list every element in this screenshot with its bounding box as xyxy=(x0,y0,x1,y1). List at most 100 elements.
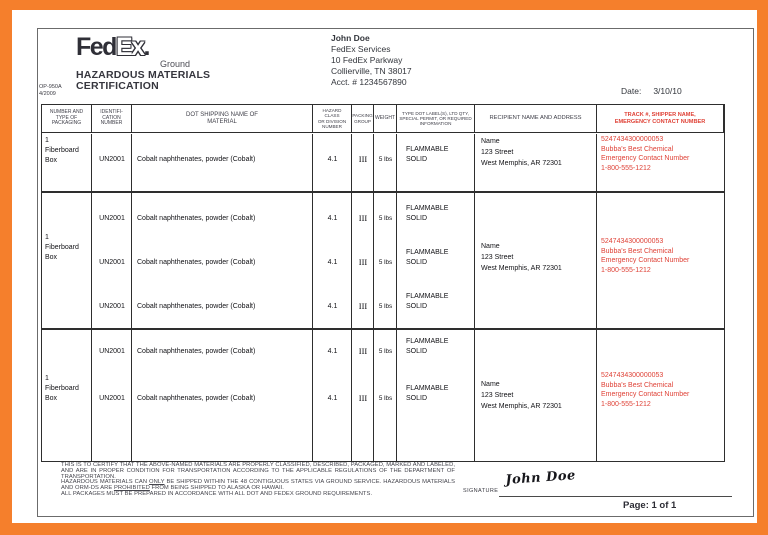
packaging-description: 1 Fiberboard Box xyxy=(45,234,79,261)
logo-fed: Fed xyxy=(76,33,117,61)
column-divider xyxy=(91,330,92,461)
certification-text: THIS IS TO CERTIFY THAT THE ABOVE-NAMED … xyxy=(61,462,456,498)
identification-number: UN2001 xyxy=(99,303,125,310)
tracking-info: 5247434300000053 Bubba's Best Chemical Eme… xyxy=(601,372,690,408)
shipper-block: John Doe FedEx Services 10 FedEx Parkway Co… xyxy=(331,33,412,88)
hazard-class: 4.1 xyxy=(327,215,338,222)
logo-subtitle: Ground xyxy=(159,59,190,69)
identification-number: UN2001 xyxy=(99,259,125,266)
signature-line xyxy=(499,496,732,497)
shipper-address-line: 10 FedEx Parkway xyxy=(331,55,403,65)
header-packing-group: PACKING GROUP xyxy=(352,105,374,133)
weight-value: 5 lbs xyxy=(378,215,393,222)
header-tracking: TRACK #, SHIPPER NAME, EMERGENCY CONTACT … xyxy=(597,105,724,133)
column-divider xyxy=(474,193,475,328)
column-divider xyxy=(351,134,352,191)
column-divider xyxy=(131,193,132,328)
recipient-address: Name 123 Street West Memphis, AR 72301 xyxy=(481,138,562,167)
column-divider xyxy=(396,193,397,328)
header-recipient: RECIPIENT NAME AND ADDRESS xyxy=(475,105,597,133)
certification-paragraph: THIS IS TO CERTIFY THAT THE ABOVE-NAMED … xyxy=(61,462,455,480)
material-name: Cobalt naphthenates, powder (Cobalt) xyxy=(137,395,256,402)
dot-label-text: FLAMMABLE SOLID xyxy=(406,338,449,355)
header-packaging: NUMBER AND TYPE OF PACKAGING xyxy=(42,105,92,133)
dot-label-text: FLAMMABLE SOLID xyxy=(406,293,449,310)
date-value: 3/10/10 xyxy=(653,86,682,96)
column-divider xyxy=(596,134,597,191)
column-divider xyxy=(91,193,92,328)
dot-label-text: FLAMMABLE SOLID xyxy=(406,146,449,163)
shipper-address-line: Collierville, TN 38017 xyxy=(331,66,412,76)
certification-paragraph: ALL PACKAGES MUST BE PREPARED IN ACCORDA… xyxy=(61,490,373,497)
column-divider xyxy=(131,330,132,461)
recipient-address: Name 123 Street West Memphis, AR 72301 xyxy=(481,243,562,272)
tracking-info: 5247434300000053 Bubba's Best Chemical Eme… xyxy=(601,136,690,172)
signature-label: SIGNATURE xyxy=(463,488,499,494)
table-row-group: 1 Fiberboard Box Name 123 Street West Memphis… xyxy=(42,328,724,461)
form-code: OP-950A 4/2009 xyxy=(39,84,62,98)
shipper-address-line: Acct. # 1234567890 xyxy=(331,77,407,87)
certification-paragraph: HAZARDOUS MATERIALS CAN ONLY BE SHIPPED … xyxy=(61,479,456,492)
packaging-description: 1 Fiberboard Box xyxy=(45,137,79,164)
hazard-class: 4.1 xyxy=(327,259,338,266)
header-id-number: IDENTIFI- CATION NUMBER xyxy=(92,105,132,133)
header-weight: WEIGHT xyxy=(374,105,397,133)
signature-handwritten: John Doe xyxy=(504,468,577,488)
packing-group: III xyxy=(358,301,368,311)
dot-label-text: FLAMMABLE SOLID xyxy=(406,385,449,402)
identification-number: UN2001 xyxy=(99,215,125,222)
date-line: Date: 3/10/10 xyxy=(621,86,682,96)
column-divider xyxy=(373,193,374,328)
logo-dot: . xyxy=(143,33,151,61)
column-divider xyxy=(351,193,352,328)
column-divider xyxy=(131,134,132,191)
packaging-description: 1 Fiberboard Box xyxy=(45,375,79,402)
material-name: Cobalt naphthenates, powder (Cobalt) xyxy=(137,259,256,266)
logo-ex: Ex xyxy=(115,33,145,61)
hazard-class: 4.1 xyxy=(327,395,338,402)
weight-value: 5 lbs xyxy=(378,395,393,402)
packing-group: III xyxy=(358,213,368,223)
hazmat-table: NUMBER AND TYPE OF PACKAGING IDENTIFI- CATIO… xyxy=(41,104,725,462)
header-hazard-class: HAZARD CLASS OR DIVISION NUMBER xyxy=(313,105,352,133)
identification-number: UN2001 xyxy=(99,156,125,163)
column-divider xyxy=(91,134,92,191)
dot-label-text: FLAMMABLE SOLID xyxy=(406,249,449,266)
column-divider xyxy=(396,134,397,191)
hazard-class: 4.1 xyxy=(327,156,338,163)
shipper-name: John Doe xyxy=(331,33,370,43)
table-row-group: 1 Fiberboard Box Name 123 Street West Memphis… xyxy=(42,191,724,328)
column-divider xyxy=(396,330,397,461)
column-divider xyxy=(474,330,475,461)
hazard-class: 4.1 xyxy=(327,348,338,355)
page-number: Page: 1 of 1 xyxy=(623,500,677,511)
packing-group: III xyxy=(358,346,368,356)
weight-value: 5 lbs xyxy=(378,303,393,310)
hazmat-certification-form: FedEx. Ground HAZARDOUS MATERIALS CERTIF… xyxy=(37,28,754,517)
column-divider xyxy=(373,134,374,191)
form-title-line1: HAZARDOUS MATERIALS xyxy=(76,69,211,81)
column-divider xyxy=(474,134,475,191)
column-divider xyxy=(312,134,313,191)
packing-group: III xyxy=(358,154,368,164)
tracking-info: 5247434300000053 Bubba's Best Chemical Eme… xyxy=(601,238,690,274)
shipper-address-line: FedEx Services xyxy=(331,44,391,54)
column-divider xyxy=(351,330,352,461)
column-divider xyxy=(596,330,597,461)
form-code-revision: 4/2009 xyxy=(39,91,56,97)
identification-number: UN2001 xyxy=(99,395,125,402)
identification-number: UN2001 xyxy=(99,348,125,355)
column-divider xyxy=(373,330,374,461)
weight-value: 5 lbs xyxy=(378,348,393,355)
column-divider xyxy=(596,193,597,328)
weight-value: 5 lbs xyxy=(378,156,393,163)
packing-group: III xyxy=(358,393,368,403)
date-label: Date: xyxy=(621,86,642,96)
material-name: Cobalt naphthenates, powder (Cobalt) xyxy=(137,348,256,355)
table-row-group: 1 Fiberboard Box Name 123 Street West Memphis… xyxy=(42,134,724,191)
material-name: Cobalt naphthenates, powder (Cobalt) xyxy=(137,215,256,222)
header-shipping-name: DOT SHIPPING NAME OF MATERIAL xyxy=(132,105,313,133)
form-title-line2: CERTIFICATION xyxy=(76,80,159,92)
column-divider xyxy=(312,193,313,328)
